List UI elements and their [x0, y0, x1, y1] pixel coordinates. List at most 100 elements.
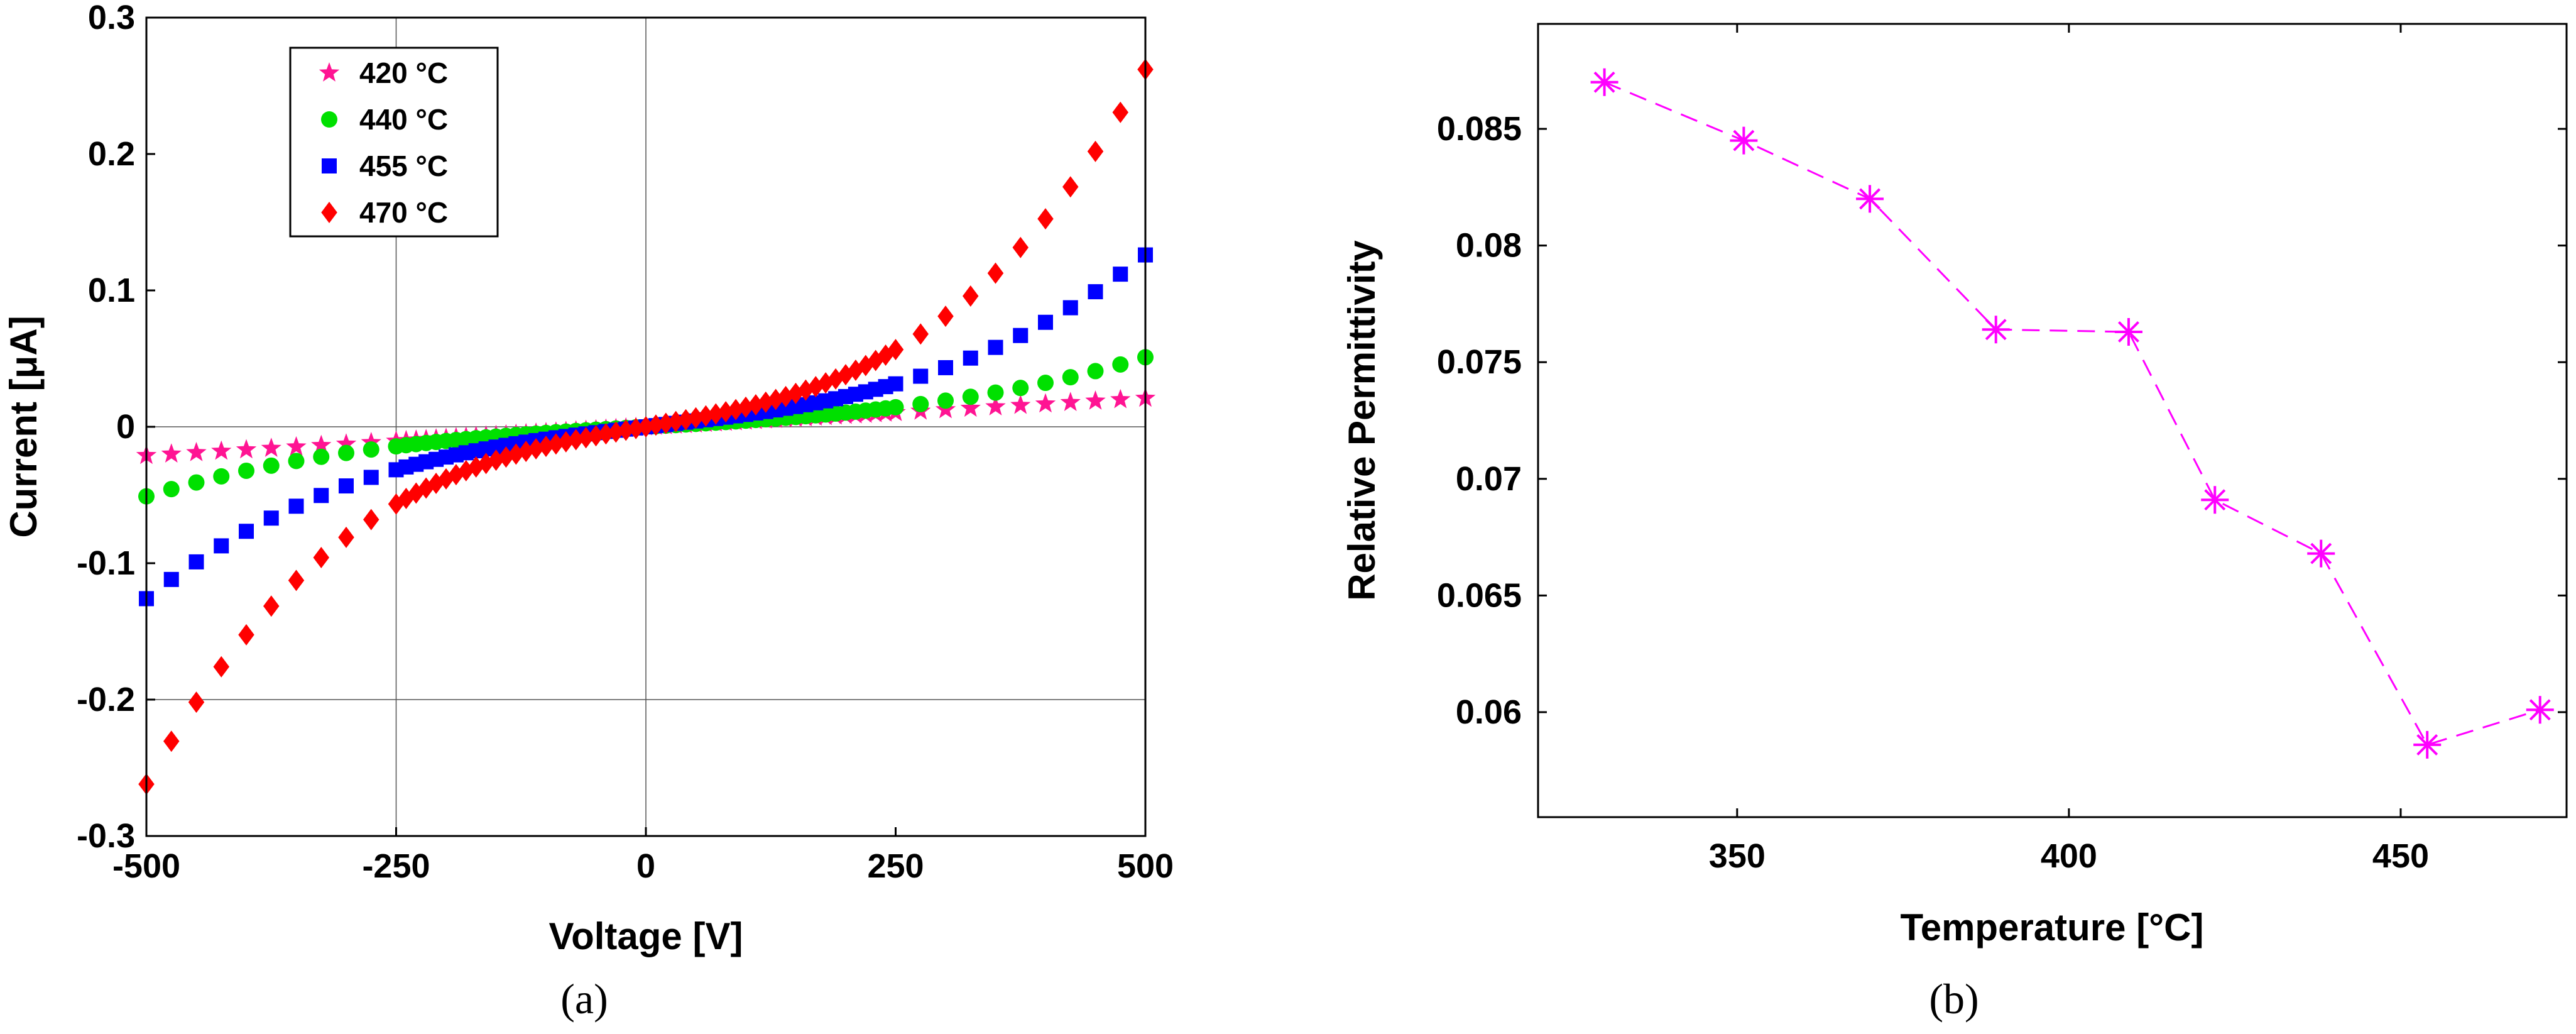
chart-a-legend-label: 420 °C: [359, 57, 448, 89]
chart-a-data-point: [261, 437, 281, 457]
chart-a-legend: 420 °C 440 °C 455 °C 470 °C: [289, 47, 499, 238]
chart-b-y-axis-title: Relative Permittivity: [1341, 240, 1383, 601]
chart-a-data-point: [1060, 392, 1081, 411]
chart-a-data-point: [1038, 314, 1053, 330]
chart-a-data-point: [963, 350, 978, 366]
chart-a-x-tick-label: 250: [867, 847, 924, 885]
chart-a-data-point: [677, 409, 694, 431]
chart-a-data-point: [239, 524, 254, 539]
chart-a-y-tick-label: 0.2: [88, 135, 135, 173]
chart-a-data-point: [211, 440, 232, 460]
chart-a-data-point: [987, 384, 1004, 401]
chart-a-data-point: [577, 427, 594, 449]
chart-b-x-tick-label: 400: [2041, 837, 2097, 875]
chart-a-data-point: [707, 403, 724, 425]
chart-a-y-tick-label: 0.3: [88, 0, 135, 36]
chart-a-data-point: [1088, 284, 1103, 300]
chart-a-data-point: [188, 474, 205, 491]
chart-a-data-point: [336, 433, 357, 453]
chart-a-data-point: [937, 392, 954, 409]
chart-a-data-point: [658, 412, 674, 434]
chart-a-data-point: [213, 468, 230, 485]
chart-a-data-point: [313, 448, 330, 465]
chart-a-data-point: [548, 433, 564, 455]
chart-a-data-point: [913, 368, 929, 384]
chart-a-data-point: [887, 339, 904, 361]
chart-a-data-point: [288, 569, 305, 591]
chart-a-data-point: [1013, 327, 1029, 343]
chart-a-data-point: [667, 410, 684, 432]
chart-a-data-point: [518, 441, 534, 463]
chart-a-data-point: [1087, 363, 1104, 380]
chart-a-ticks: -500 -250 0 250 500 -0.3 -0.2 -0.1 0 0.1 0.2 0.3: [77, 0, 1174, 885]
chart-a-data-point: [960, 397, 981, 417]
chart-a-x-tick-label: -500: [112, 847, 180, 885]
chart-a-data-point: [638, 416, 654, 437]
chart-a-data-point: [311, 434, 332, 454]
chart-a-legend-label: 470 °C: [359, 196, 448, 229]
chart-a-data-point: [363, 509, 379, 531]
chart-a-data-point: [163, 481, 180, 498]
chart-a-legend-marker: [322, 158, 337, 173]
chart-b-data-point: [2114, 317, 2142, 346]
chart-a-data-point: [728, 399, 744, 421]
chart-a-data-point: [214, 538, 229, 554]
chart-b-data-point: [2201, 486, 2229, 514]
chart-a-data-point: [1087, 140, 1104, 162]
chart-b-data-point: [1856, 185, 1884, 213]
chart-a-series-group: [136, 58, 1156, 795]
chart-a-data-point: [697, 405, 714, 427]
chart-a-data-point: [188, 691, 205, 713]
chart-b-series-line: [1604, 81, 2541, 746]
chart-a-data-point: [1112, 101, 1128, 123]
chart-a-data-point: [587, 425, 604, 447]
chart-a-data-point: [363, 470, 379, 485]
chart-a-data-point: [213, 656, 229, 678]
chart-a-x-axis-title: Voltage [V]: [549, 915, 743, 957]
chart-a-data-point: [937, 305, 954, 327]
chart-a-data-point: [538, 436, 554, 458]
chart-a-legend-marker: [321, 111, 337, 128]
chart-a-data-point: [313, 547, 329, 569]
chart-b-data-point: [2526, 696, 2554, 724]
chart-a-data-point: [1112, 356, 1129, 373]
chart-a-y-tick-label: 0.1: [88, 272, 135, 309]
chart-a-data-point: [288, 453, 305, 470]
chart-a-data-point: [263, 595, 280, 617]
chart-a-data-point: [628, 417, 644, 439]
chart-a-data-point: [962, 388, 979, 405]
chart-a-data-point: [363, 441, 379, 458]
chart-a-data-point: [888, 376, 903, 392]
chart-a-data-point: [263, 510, 279, 526]
chart-a-data-point: [718, 401, 734, 423]
chart-a-caption: (a): [560, 975, 608, 1023]
chart-b-x-axis-title: Temperature [°C]: [1901, 906, 2204, 949]
chart-a-data-point: [598, 423, 614, 445]
chart-a-data-point: [339, 478, 354, 494]
chart-a-data-point: [1037, 208, 1054, 230]
chart-a-y-axis-title: Current [μA]: [3, 316, 45, 537]
chart-a-data-point: [738, 396, 754, 418]
chart-a-data-point: [1035, 393, 1056, 413]
chart-a-x-tick-label: -250: [362, 847, 430, 885]
chart-a-data-point: [988, 339, 1003, 355]
chart-a-data-point: [338, 444, 354, 461]
chart-b-y-tick-label: 0.07: [1456, 460, 1522, 498]
chart-b-series-1: [1590, 68, 2554, 759]
chart-a-data-point: [987, 262, 1004, 284]
chart-a-data-point: [963, 285, 979, 307]
chart-b-ticks: 350 400 450 0.06 0.065 0.07 0.075 0.08 0.085: [1437, 24, 2567, 875]
chart-a-data-point: [1113, 267, 1128, 282]
chart-a-y-tick-label: -0.1: [77, 544, 135, 582]
chart-a-data-point: [263, 457, 280, 474]
chart-a-data-point: [1037, 375, 1054, 392]
chart-a-data-point: [161, 443, 182, 463]
chart-a-legend-marker: [321, 202, 337, 223]
chart-a-y-tick-label: -0.2: [77, 681, 135, 718]
chart-a-data-point: [338, 526, 354, 548]
chart-a-data-point: [567, 429, 584, 451]
chart-a-data-point: [1012, 236, 1029, 258]
chart-a-data-point: [163, 730, 180, 752]
chart-b-x-tick-label: 350: [1709, 837, 1766, 875]
chart-a-data-point: [887, 399, 904, 415]
